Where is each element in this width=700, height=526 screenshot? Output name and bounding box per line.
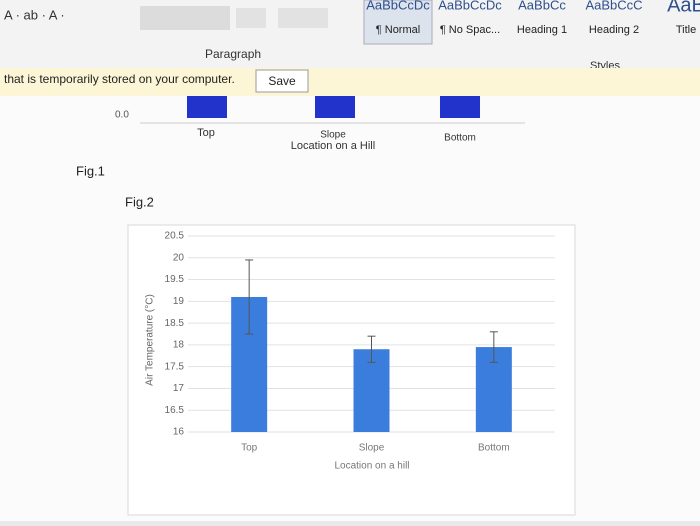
x-tick-label: Top: [241, 443, 258, 454]
style-name: Heading 1: [517, 24, 567, 36]
fig1-xlabel: Location on a Hill: [291, 140, 375, 152]
y-tick-label: 16.5: [165, 405, 185, 416]
align-buttons[interactable]: [140, 6, 230, 30]
save-button[interactable]: [255, 69, 309, 93]
x-tick-label: Bottom: [478, 443, 510, 454]
x-tick-label: Slope: [359, 443, 385, 454]
fig1-bar: [187, 96, 227, 118]
y-tick-label: 18: [173, 340, 185, 351]
style-preview: AaBbCcDc: [366, 0, 430, 12]
y-tick-label: 19: [173, 296, 185, 307]
style-name: Heading 2: [589, 24, 639, 36]
save-button-label[interactable]: Save: [268, 74, 296, 88]
group-label: Paragraph: [205, 47, 261, 61]
bar: [353, 349, 390, 432]
style-name: ¶ Normal: [376, 24, 420, 36]
style-preview: AaB: [667, 0, 700, 16]
y-tick-label: 17.5: [165, 361, 185, 372]
y-tick-label: 20: [173, 252, 185, 263]
y-tick-label: 19.5: [165, 274, 185, 285]
fig1-category: Top: [197, 127, 215, 139]
y-tick-label: 18.5: [165, 318, 185, 329]
style-preview: AaBbCcC: [585, 0, 642, 12]
fig2-label: Fig.2: [125, 194, 154, 209]
ribbon: [0, 0, 700, 68]
x-axis-label: Location on a hill: [334, 461, 409, 472]
fig1-bar: [440, 96, 480, 118]
style-name: ¶ No Spac...: [440, 24, 500, 36]
fig1-label: Fig.1: [76, 163, 105, 178]
fig1-category: Slope: [320, 130, 346, 141]
style-name: Title: [676, 24, 696, 36]
style-selected: [363, 0, 433, 45]
y-tick-label: 20.5: [165, 231, 185, 242]
fig1-tick: 0.0: [115, 110, 129, 121]
fig1-bar: [315, 96, 355, 118]
message-bar: [0, 68, 700, 96]
y-tick-label: 16: [173, 427, 185, 438]
line-spacing[interactable]: [236, 8, 266, 28]
style-preview: AaBbCcDc: [438, 0, 502, 12]
font-color-tools[interactable]: A · ab · A ·: [4, 7, 65, 22]
style-preview: AaBbCc: [518, 0, 566, 12]
message-text: that is temporarily stored on your compu…: [4, 72, 235, 86]
fig1-category: Bottom: [444, 133, 476, 144]
y-tick-label: 17: [173, 383, 185, 394]
shading[interactable]: [278, 8, 328, 28]
y-axis-label: Air Temperature (°C): [145, 294, 156, 386]
